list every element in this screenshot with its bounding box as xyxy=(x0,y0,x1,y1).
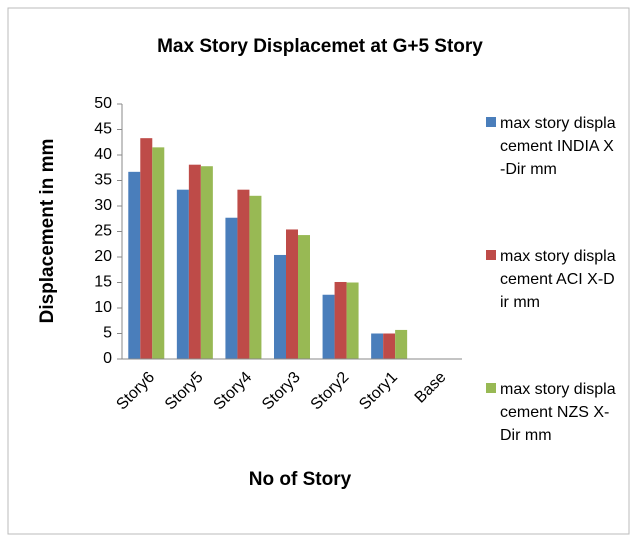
bar xyxy=(237,189,250,359)
legend-label: max story displacement INDIA X-Dir mm xyxy=(500,115,616,178)
legend-swatch xyxy=(486,250,496,260)
chart-title: Max Story Displacemet at G+5 Story xyxy=(157,36,483,57)
legend-swatch xyxy=(486,117,496,127)
bar xyxy=(249,195,262,359)
bar xyxy=(274,254,286,359)
y-tick-label: 25 xyxy=(94,223,112,240)
x-axis-title: No of Story xyxy=(249,469,352,490)
bar xyxy=(225,217,238,359)
bar xyxy=(346,282,359,359)
y-tick-label: 20 xyxy=(94,248,112,265)
bar xyxy=(140,138,153,359)
chart-border xyxy=(7,7,630,535)
y-tick-label: 5 xyxy=(103,325,112,342)
bar xyxy=(200,166,213,359)
legend-label: max story displacement ACI X-Dir mm xyxy=(500,248,616,311)
bar xyxy=(298,235,310,359)
bar xyxy=(395,329,408,359)
bar xyxy=(383,333,396,359)
bar xyxy=(286,229,298,359)
legend-swatch xyxy=(486,383,496,393)
legend-label: max story displacement NZS X-Dir mm xyxy=(500,381,616,444)
bar xyxy=(152,147,165,359)
y-tick-label: 40 xyxy=(94,146,112,163)
y-axis-title: Displacement in mm xyxy=(37,139,58,324)
bar xyxy=(322,294,335,359)
y-tick-label: 50 xyxy=(94,95,112,112)
y-tick-label: 15 xyxy=(94,274,112,291)
y-tick-label: 30 xyxy=(94,197,112,214)
bar xyxy=(188,164,201,359)
y-tick-label: 0 xyxy=(103,350,112,367)
bar xyxy=(371,333,384,359)
y-tick-label: 35 xyxy=(94,172,112,189)
bar xyxy=(176,189,189,359)
y-tick-label: 45 xyxy=(94,121,112,138)
bar xyxy=(128,171,141,359)
bar xyxy=(334,281,347,359)
y-tick-label: 10 xyxy=(94,299,112,316)
